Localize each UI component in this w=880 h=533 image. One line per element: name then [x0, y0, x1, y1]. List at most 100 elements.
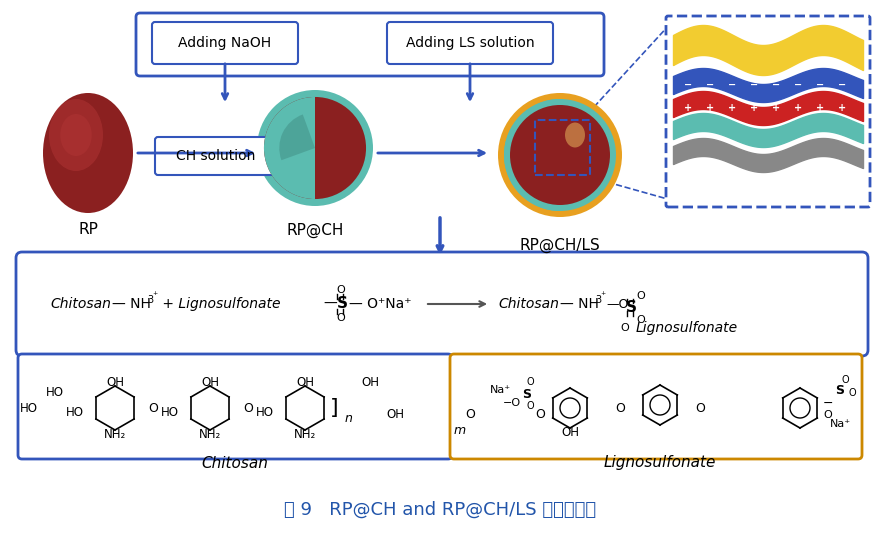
Text: n: n — [345, 411, 353, 424]
Text: O: O — [243, 401, 253, 415]
Text: O: O — [615, 401, 625, 415]
Text: Adding NaOH: Adding NaOH — [179, 36, 272, 50]
Text: Na⁺: Na⁺ — [489, 385, 510, 395]
Text: O: O — [636, 315, 645, 325]
Text: O: O — [636, 291, 645, 301]
Text: Lignosulfonate: Lignosulfonate — [636, 321, 738, 335]
Text: —: — — [323, 297, 337, 311]
Text: HO: HO — [20, 401, 38, 415]
Text: OH: OH — [201, 376, 219, 390]
Text: OH: OH — [361, 376, 379, 390]
Ellipse shape — [49, 99, 103, 171]
Text: OH: OH — [561, 426, 579, 440]
Ellipse shape — [504, 99, 616, 211]
Text: O: O — [526, 377, 534, 387]
Text: +: + — [816, 103, 824, 113]
Text: Na⁺: Na⁺ — [830, 419, 851, 429]
Text: HO: HO — [46, 386, 64, 400]
Text: RP@CH/LS: RP@CH/LS — [519, 237, 600, 253]
Text: O: O — [526, 401, 534, 411]
Ellipse shape — [43, 93, 133, 213]
Text: 图 9   RP@CH and RP@CH/LS 的制备过程: 图 9 RP@CH and RP@CH/LS 的制备过程 — [284, 501, 596, 519]
Text: −: − — [728, 80, 736, 90]
Text: —O: —O — [606, 297, 628, 311]
Text: + Lignosulfonate: + Lignosulfonate — [158, 297, 281, 311]
Text: O: O — [848, 388, 856, 398]
FancyBboxPatch shape — [450, 354, 862, 459]
FancyBboxPatch shape — [155, 137, 276, 175]
Text: O: O — [336, 285, 345, 295]
Text: +: + — [728, 103, 736, 113]
Text: OH: OH — [296, 376, 314, 390]
Text: NH₂: NH₂ — [294, 429, 316, 441]
Text: +: + — [838, 103, 846, 113]
Text: O: O — [336, 313, 345, 323]
Text: −: − — [816, 80, 824, 90]
Text: −: − — [684, 80, 692, 90]
Text: −: − — [772, 80, 780, 90]
Text: HO: HO — [66, 406, 84, 418]
Text: — NH: — NH — [112, 297, 150, 311]
Text: 3: 3 — [595, 295, 601, 305]
Ellipse shape — [500, 95, 620, 215]
Text: Chitosan: Chitosan — [202, 456, 268, 471]
Text: Lignosulfonate: Lignosulfonate — [604, 456, 716, 471]
Text: Chitosan: Chitosan — [50, 297, 111, 311]
Wedge shape — [504, 99, 560, 211]
Text: S: S — [523, 387, 532, 400]
Text: −: − — [838, 80, 846, 90]
Text: Adding LS solution: Adding LS solution — [406, 36, 534, 50]
FancyBboxPatch shape — [16, 252, 868, 356]
FancyBboxPatch shape — [387, 22, 553, 64]
FancyBboxPatch shape — [666, 16, 870, 207]
Text: S: S — [337, 296, 348, 311]
Text: +: + — [706, 103, 714, 113]
FancyBboxPatch shape — [152, 22, 298, 64]
Text: HO: HO — [256, 406, 274, 418]
Text: Chitosan: Chitosan — [498, 297, 559, 311]
Text: −O: −O — [503, 398, 521, 408]
FancyBboxPatch shape — [18, 354, 452, 459]
Text: −: − — [706, 80, 714, 90]
Ellipse shape — [565, 123, 585, 148]
Text: m: m — [454, 424, 466, 437]
Text: ⁺: ⁺ — [600, 291, 605, 301]
Wedge shape — [510, 105, 560, 205]
Wedge shape — [279, 115, 315, 160]
Text: HO: HO — [161, 406, 179, 418]
Text: O: O — [465, 408, 475, 422]
Text: ⁺: ⁺ — [152, 291, 158, 301]
Ellipse shape — [264, 97, 366, 199]
Text: −: − — [750, 80, 758, 90]
Text: S: S — [626, 301, 637, 316]
Text: S: S — [835, 384, 845, 397]
Text: CH solution: CH solution — [176, 149, 255, 163]
Ellipse shape — [510, 105, 610, 205]
Text: RP: RP — [78, 222, 98, 238]
Wedge shape — [264, 97, 315, 199]
Ellipse shape — [498, 93, 622, 217]
Text: OH: OH — [106, 376, 124, 390]
Text: RP@CH: RP@CH — [286, 222, 344, 238]
Text: +: + — [684, 103, 692, 113]
Text: +: + — [750, 103, 758, 113]
Text: +: + — [794, 103, 802, 113]
Text: O: O — [148, 401, 158, 415]
Text: NH₂: NH₂ — [199, 429, 221, 441]
Text: — NH: — NH — [560, 297, 599, 311]
Text: −: − — [794, 80, 802, 90]
Text: +: + — [772, 103, 780, 113]
Text: O: O — [695, 401, 705, 415]
Text: O: O — [620, 323, 628, 333]
Text: 3: 3 — [147, 295, 153, 305]
Text: −: − — [823, 397, 833, 409]
Text: — O⁺Na⁺: — O⁺Na⁺ — [349, 297, 412, 311]
Text: NH₂: NH₂ — [104, 429, 126, 441]
Text: O: O — [841, 375, 849, 385]
Text: O: O — [824, 410, 832, 420]
Text: ]: ] — [330, 398, 339, 418]
Ellipse shape — [257, 90, 373, 206]
Text: OH: OH — [386, 408, 404, 422]
Text: O: O — [535, 408, 545, 422]
Ellipse shape — [60, 114, 92, 156]
